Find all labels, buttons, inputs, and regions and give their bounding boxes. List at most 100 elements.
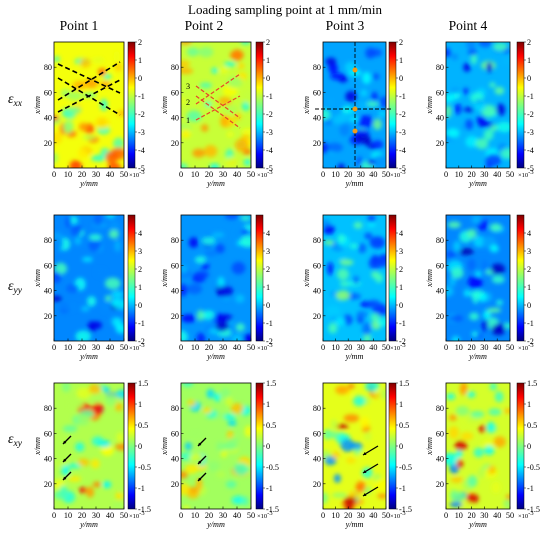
- x-tick-exx-3: 0: [321, 170, 325, 179]
- x-tick-eyy-2: 10: [191, 343, 199, 352]
- heatmap-field-exy-3: [323, 383, 386, 509]
- colorbar-tick-exx-2: -2: [266, 110, 273, 119]
- y-axis-label-exx-1: x/mm: [33, 96, 42, 115]
- x-tick-exx-1: 50: [120, 170, 128, 179]
- colorbar-exy-4: [516, 382, 525, 510]
- colorbar-tick-exx-2: -3: [266, 128, 273, 137]
- colorbar-multiplier-exx-3: ×10-3: [390, 169, 406, 179]
- colorbar-tick-eyy-4: -2: [527, 337, 534, 346]
- colorbar-exx-1: [127, 41, 136, 169]
- row-label-exx: εxx: [8, 92, 23, 109]
- y-axis-label-exx-3: x/mm: [302, 96, 311, 115]
- section-label: 3: [186, 82, 190, 91]
- colorbar-multiplier-exx-1: ×10-3: [129, 169, 145, 179]
- x-tick-exy-4: 10: [455, 511, 463, 520]
- y-tick-eyy-2: 40: [171, 287, 179, 296]
- y-tick-eyy-2: 60: [171, 261, 179, 270]
- colorbar-tick-exx-1: 2: [138, 38, 142, 47]
- plot-frame-exx-2: [180, 41, 252, 169]
- y-tick-eyy-1: 80: [44, 236, 52, 245]
- colorbar-tick-eyy-2: 2: [266, 265, 270, 274]
- colorbar-tick-exy-1: -0.5: [138, 463, 151, 472]
- x-tick-exy-2: 50: [247, 511, 255, 520]
- x-tick-exy-2: 10: [191, 511, 199, 520]
- colorbar-tick-eyy-1: 4: [138, 229, 142, 238]
- y-tick-exx-2: 20: [171, 139, 179, 148]
- y-tick-exx-2: 80: [171, 63, 179, 72]
- arrow-head: [63, 440, 67, 444]
- x-tick-eyy-1: 50: [120, 343, 128, 352]
- colorbar-tick-exy-4: 0: [527, 442, 531, 451]
- heatmap-field-eyy-1: [54, 215, 124, 341]
- colorbar-exy-3: [388, 382, 397, 510]
- x-tick-exx-4: 40: [493, 170, 501, 179]
- panel-eyy-2: 0 10 20 30 40 50y/mm20406080x/mm43210-1-2×10-…: [160, 214, 273, 361]
- plot-frame-exy-2: [180, 382, 252, 510]
- x-axis-label-exx-4: y/mm: [468, 179, 487, 188]
- x-tick-eyy-4: 50: [506, 343, 514, 352]
- plot-frame-exy-1: [53, 382, 125, 510]
- x-tick-exx-1: 0: [52, 170, 56, 179]
- x-tick-eyy-2: 40: [233, 343, 241, 352]
- x-tick-exx-3: 40: [369, 170, 377, 179]
- colorbar-tick-exx-1: -4: [138, 146, 145, 155]
- colorbar-tick-exx-2: 2: [266, 38, 270, 47]
- colorbar-exx-2: [255, 41, 264, 169]
- x-axis-label-exy-4: y/mm: [468, 520, 487, 529]
- colorbar-tick-exx-4: -5: [527, 164, 534, 173]
- colorbar-tick-exx-3: -5: [399, 164, 406, 173]
- y-tick-eyy-2: 80: [171, 236, 179, 245]
- colorbar-tick-exx-4: 2: [527, 38, 531, 47]
- colorbar-multiplier-exy-4: ×10-3: [518, 510, 534, 520]
- colorbar-tick-exy-4: 0.5: [527, 421, 537, 430]
- colorbar-tick-exy-3: -1: [399, 484, 406, 493]
- colorbar-tick-eyy-4: 3: [527, 247, 531, 256]
- colorbar-tick-exy-1: 1: [138, 400, 142, 409]
- colorbar-tick-exy-1: -1: [138, 484, 145, 493]
- x-tick-eyy-3: 10: [332, 343, 340, 352]
- colorbar-tick-eyy-3: 3: [399, 247, 403, 256]
- y-tick-eyy-3: 40: [313, 287, 321, 296]
- heatmap-field-eyy-2: [181, 215, 251, 341]
- x-tick-exx-2: 0: [179, 170, 183, 179]
- y-tick-exy-2: 20: [171, 480, 179, 489]
- y-tick-exy-4: 80: [436, 404, 444, 413]
- plot-frame-exy-3: [322, 382, 387, 510]
- colorbar-tick-exx-4: -1: [527, 92, 534, 101]
- x-tick-exy-4: 40: [493, 511, 501, 520]
- x-tick-exy-4: 30: [480, 511, 488, 520]
- x-tick-exx-2: 30: [219, 170, 227, 179]
- arrow-head: [63, 476, 67, 480]
- y-axis-label-eyy-3: x/mm: [302, 269, 311, 288]
- panel-exy-1: 0 10 20 30 40 50y/mm20406080x/mm1.510.50-0.5-…: [33, 379, 151, 529]
- colorbar-tick-exx-4: 1: [527, 56, 531, 65]
- x-tick-exx-2: 20: [205, 170, 213, 179]
- x-tick-eyy-3: 0: [321, 343, 325, 352]
- y-tick-exx-4: 20: [436, 139, 444, 148]
- y-tick-exy-4: 40: [436, 455, 444, 464]
- x-tick-exy-3: 20: [344, 511, 352, 520]
- colorbar-tick-eyy-2: -1: [266, 319, 273, 328]
- plot-frame-eyy-4: [445, 214, 511, 342]
- y-tick-eyy-1: 40: [44, 287, 52, 296]
- y-axis-label-exy-4: x/mm: [425, 437, 434, 456]
- colorbar-tick-eyy-2: 0: [266, 301, 270, 310]
- x-tick-eyy-1: 20: [78, 343, 86, 352]
- colorbar-tick-exx-3: 0: [399, 74, 403, 83]
- y-axis-label-eyy-1: x/mm: [33, 269, 42, 288]
- x-tick-eyy-4: 20: [468, 343, 476, 352]
- colorbar-exy-1: [127, 382, 136, 510]
- x-tick-eyy-3: 30: [357, 343, 365, 352]
- colorbar-tick-exy-2: -1.5: [266, 505, 279, 514]
- panel-eyy-3: 0 10 20 30 40 50y/mm20406080x/mm43210-1-2×10-…: [302, 214, 406, 361]
- row-label-eyy: εyy: [8, 279, 23, 296]
- x-tick-exx-1: 20: [78, 170, 86, 179]
- x-tick-exx-3: 30: [357, 170, 365, 179]
- x-tick-exy-3: 50: [382, 511, 390, 520]
- colorbar-tick-exy-2: 1: [266, 400, 270, 409]
- colorbar-tick-exy-4: -0.5: [527, 463, 540, 472]
- x-tick-eyy-2: 30: [219, 343, 227, 352]
- x-axis-label-exy-2: y/mm: [206, 520, 225, 529]
- plot-frame-exy-4: [445, 382, 511, 510]
- colorbar-tick-eyy-4: 2: [527, 265, 531, 274]
